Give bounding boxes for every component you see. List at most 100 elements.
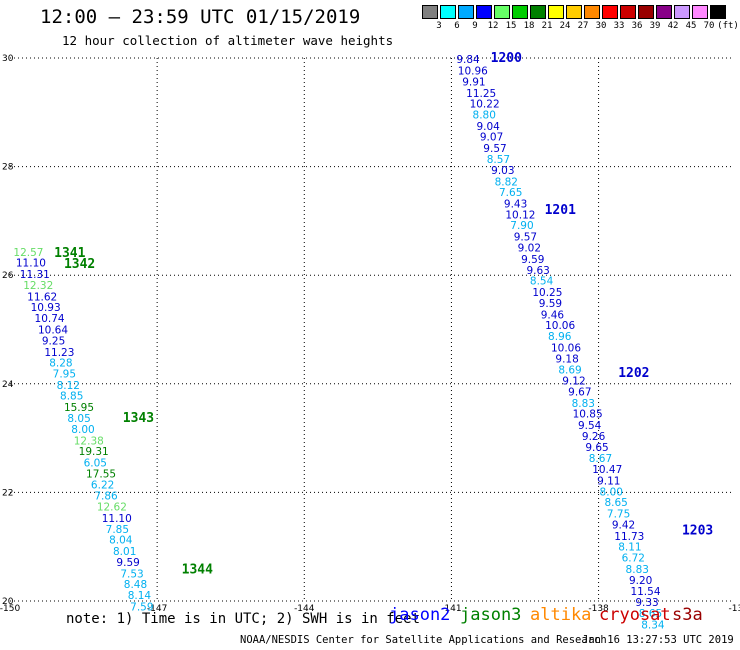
- lon-tick-label: -141: [441, 604, 461, 614]
- wave-height-value: 9.07: [480, 132, 503, 144]
- wave-height-value: 11.10: [16, 258, 46, 270]
- wave-height-value: 8.83: [626, 564, 649, 576]
- wave-height-value: 9.63: [526, 265, 549, 277]
- wave-height-value: 10.64: [38, 325, 68, 337]
- wave-height-value: 9.42: [612, 519, 635, 531]
- legend-swatch: [584, 5, 600, 19]
- legend-label: 24: [559, 21, 571, 31]
- wave-height-value: 10.25: [532, 287, 562, 299]
- wave-height-value: 8.96: [548, 331, 572, 343]
- wave-height-value: 8.11: [618, 542, 641, 554]
- wave-height-value: 11.62: [27, 291, 57, 303]
- lon-tick-label: -138: [588, 604, 609, 614]
- wave-height-value: 11.73: [614, 531, 644, 543]
- wave-height-value: 8.69: [558, 365, 581, 377]
- wave-height-value: 9.18: [555, 353, 578, 365]
- wave-height-value: 9.25: [42, 335, 65, 347]
- wave-height-value: 10.93: [31, 302, 61, 314]
- wave-height-value: 10.12: [505, 209, 535, 221]
- wave-height-value: 19.31: [79, 446, 109, 458]
- lat-tick-label: 28: [2, 163, 14, 173]
- wave-height-value: 12.62: [97, 502, 127, 514]
- legend-label: 3: [436, 21, 442, 31]
- wave-height-value: 12.38: [74, 435, 104, 447]
- lat-tick-label: 24: [2, 380, 14, 390]
- time-label: 1344: [182, 563, 213, 578]
- legend-label: 42: [667, 21, 679, 31]
- time-label: 1202: [618, 366, 649, 381]
- wave-height-value: 6.72: [622, 553, 645, 565]
- legend-swatch: [548, 5, 564, 19]
- wave-height-value: 8.05: [67, 413, 90, 425]
- wave-height-value: 9.20: [629, 575, 652, 587]
- wave-height-value: 8.85: [60, 391, 83, 403]
- wave-height-value: 9.59: [521, 254, 544, 266]
- wave-height-value: 8.04: [109, 535, 133, 547]
- wave-height-value: 10.06: [545, 320, 575, 332]
- wave-height-value: 7.75: [607, 509, 630, 521]
- footer-note: note: 1) Time is in UTC; 2) SWH is in fe…: [66, 611, 421, 627]
- mission-cryosat: cryosat: [599, 605, 671, 625]
- lon-tick-label: -13: [729, 604, 740, 614]
- wave-height-value: 9.57: [483, 143, 506, 155]
- wave-height-value: 6.22: [91, 479, 114, 491]
- wave-height-value: 8.83: [572, 398, 595, 410]
- legend-label: 36: [631, 21, 643, 31]
- page-title: 12:00 – 23:59 UTC 01/15/2019: [40, 6, 361, 28]
- legend-swatch: [602, 5, 618, 19]
- time-label: 1342: [64, 257, 95, 272]
- wave-height-value: 9.84: [456, 54, 480, 66]
- wave-height-value: 8.54: [530, 276, 554, 288]
- wave-height-value: 7.59: [130, 601, 153, 613]
- wave-height-value: 10.96: [458, 65, 488, 77]
- wave-height-value: 9.04: [476, 121, 500, 133]
- wave-height-value: 8.65: [639, 608, 662, 620]
- legend-label: 33: [613, 21, 625, 31]
- wave-height-value: 11.25: [466, 88, 496, 100]
- wave-height-value: 17.55: [86, 468, 116, 480]
- legend-label: 21: [541, 21, 553, 31]
- legend-label: 9: [472, 21, 478, 31]
- time-label: 1203: [682, 523, 713, 538]
- wave-height-value: 8.57: [487, 154, 510, 166]
- mission-jason2: jason2: [389, 605, 451, 625]
- wave-height-value: 10.22: [470, 99, 500, 111]
- wave-height-value: 8.00: [600, 486, 623, 498]
- wave-height-value: 8.65: [604, 497, 627, 509]
- legend-swatch: [566, 5, 582, 19]
- wave-height-value: 9.12: [562, 376, 585, 388]
- wave-height-value: 9.65: [585, 442, 608, 454]
- legend-swatch: [458, 5, 474, 19]
- wave-height-value: 11.10: [102, 513, 132, 525]
- wave-height-value: 7.95: [53, 368, 76, 380]
- legend-label: 6: [454, 21, 460, 31]
- wave-height-value: 10.47: [592, 464, 622, 476]
- wave-height-value: 8.12: [57, 380, 80, 392]
- legend-label: 15: [505, 21, 517, 31]
- footer-timestamp: Jan 16 13:27:53 UTC 2019: [582, 634, 734, 646]
- legend-swatch: [674, 5, 690, 19]
- legend-swatch: [494, 5, 510, 19]
- time-label: 1200: [491, 51, 522, 66]
- wave-height-value: 8.34: [641, 619, 665, 631]
- wave-height-value: 8.67: [589, 453, 612, 465]
- wave-height-value: 12.32: [23, 280, 53, 292]
- legend-swatch: [440, 5, 456, 19]
- wave-height-value: 8.01: [113, 546, 136, 558]
- wave-height-value: 8.48: [124, 579, 147, 591]
- wave-height-value: 10.74: [35, 313, 65, 325]
- lon-tick-label: -150: [0, 604, 20, 614]
- lat-tick-label: 30: [2, 54, 14, 64]
- time-label: 1341: [54, 246, 85, 261]
- legend-swatch: [692, 5, 708, 19]
- legend-swatch: [656, 5, 672, 19]
- wave-height-value: 12.57: [13, 247, 43, 259]
- time-label: 1343: [123, 411, 154, 426]
- wave-height-value: 11.31: [20, 269, 50, 281]
- legend-swatch: [530, 5, 546, 19]
- wave-height-value: 9.59: [116, 557, 139, 569]
- wave-height-value: 15.95: [64, 402, 94, 414]
- wave-height-value: 9.33: [635, 597, 658, 609]
- legend-label: 70: [703, 21, 715, 31]
